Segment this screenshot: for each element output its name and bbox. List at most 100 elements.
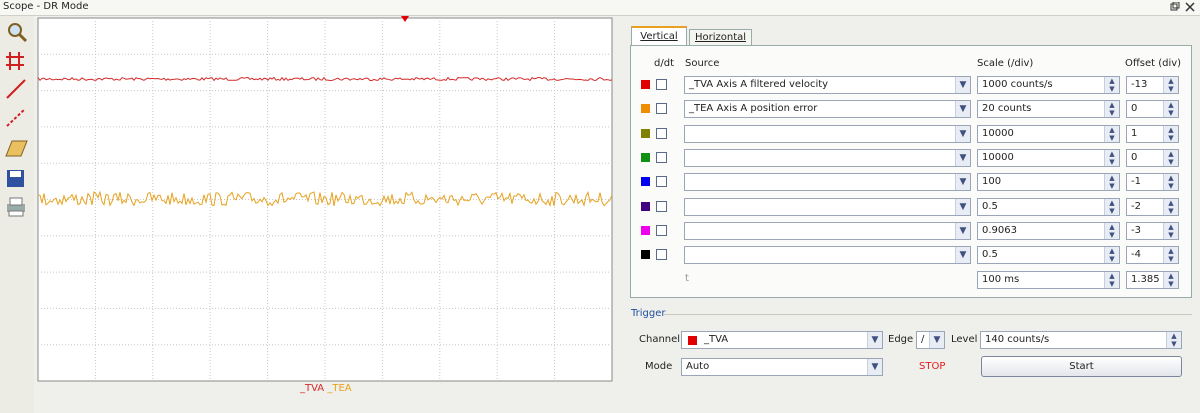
channel-color bbox=[641, 225, 650, 235]
time-label-value: t bbox=[685, 273, 689, 285]
source-combo[interactable]: ▼ bbox=[684, 124, 971, 143]
window-buttons[interactable] bbox=[1170, 2, 1196, 13]
plot-legend: _TVA _TEA bbox=[300, 383, 352, 394]
channel-color bbox=[641, 177, 650, 187]
channel-color bbox=[641, 128, 650, 138]
ddt-checkbox[interactable] bbox=[656, 224, 667, 236]
channel-value: _TVA bbox=[704, 334, 729, 345]
header-ddt: d/dt bbox=[654, 58, 674, 69]
scale-spin-value: 100 bbox=[982, 176, 1002, 188]
save-tool[interactable] bbox=[7, 170, 24, 187]
ddt-checkbox[interactable] bbox=[656, 79, 667, 90]
source-combo-value: _TEA Axis A position error bbox=[689, 103, 818, 115]
scale-spin-value: 0.5 bbox=[982, 200, 998, 212]
separator bbox=[664, 314, 1192, 315]
ddt-checkbox[interactable] bbox=[656, 249, 667, 261]
channel-color bbox=[641, 152, 650, 162]
toolbar bbox=[0, 16, 34, 413]
edge-value: / bbox=[921, 334, 925, 345]
offset-spin-value: -13 bbox=[1131, 79, 1148, 90]
open-tool[interactable] bbox=[5, 140, 28, 157]
scale-spin[interactable]: 1000 counts/s ▲ ▼ bbox=[977, 76, 1120, 94]
edge-combo[interactable]: / ▼ bbox=[916, 331, 945, 349]
scale-spin[interactable]: 100 ▲ ▼ bbox=[977, 173, 1120, 192]
print-tool[interactable] bbox=[7, 197, 25, 217]
offset-spin-value: 1 bbox=[1131, 127, 1138, 139]
source-combo[interactable]: ▼ bbox=[684, 221, 971, 240]
legend-entry: _TEA bbox=[327, 383, 352, 394]
trigger-title: Trigger bbox=[631, 308, 666, 319]
scale-spin[interactable]: 0.5 ▲ ▼ bbox=[977, 246, 1120, 265]
offset-spin[interactable]: 0 ▲ ▼ bbox=[1126, 100, 1179, 119]
offset-spin[interactable]: -3 ▲ ▼ bbox=[1126, 221, 1179, 240]
source-combo-value: _TVA Axis A filtered velocity bbox=[689, 79, 829, 90]
source-combo[interactable]: ▼ bbox=[684, 173, 971, 192]
channel-color bbox=[688, 336, 697, 345]
offset-spin[interactable]: 1 ▲ ▼ bbox=[1126, 124, 1179, 143]
scale-spin-value: 10000 bbox=[982, 127, 1014, 139]
channel-color bbox=[641, 80, 650, 89]
legend-entry: _TVA bbox=[300, 383, 325, 394]
time-scale-spin-value: 100 ms bbox=[982, 274, 1020, 286]
vertical-panel: d/dt Source Scale (/div) Offset (div) _T… bbox=[630, 45, 1192, 298]
source-combo[interactable]: ▼ bbox=[684, 246, 971, 265]
source-combo[interactable]: _TVA Axis A filtered velocity ▼ bbox=[684, 76, 971, 94]
channel-color bbox=[641, 201, 650, 211]
offset-spin[interactable]: -2 ▲ ▼ bbox=[1126, 197, 1179, 216]
offset-spin[interactable]: -4 ▲ ▼ bbox=[1126, 246, 1179, 265]
trace bbox=[37, 76, 613, 82]
scale-spin[interactable]: 10000 ▲ ▼ bbox=[977, 148, 1120, 167]
trigger-status: STOP bbox=[919, 361, 946, 372]
start-button[interactable]: Start bbox=[981, 356, 1182, 377]
mode-combo[interactable]: Auto ▼ bbox=[681, 358, 883, 376]
scale-spin[interactable]: 10000 ▲ ▼ bbox=[977, 124, 1120, 143]
level-value: 140 counts/s bbox=[985, 334, 1050, 345]
trace bbox=[37, 190, 613, 208]
scale-spin-value: 10000 bbox=[982, 151, 1014, 163]
scale-spin[interactable]: 20 counts ▲ ▼ bbox=[977, 100, 1120, 119]
ddt-checkbox[interactable] bbox=[656, 200, 667, 212]
source-combo[interactable]: ▼ bbox=[684, 197, 971, 216]
header-source: Source bbox=[685, 58, 720, 69]
source-combo[interactable]: ▼ bbox=[684, 148, 971, 167]
trigger-marker bbox=[401, 16, 409, 22]
offset-spin-value: 0 bbox=[1131, 103, 1138, 115]
time-scale-spin[interactable]: 100 ms ▲ ▼ bbox=[977, 271, 1120, 290]
source-combo[interactable]: _TEA Axis A position error ▼ bbox=[684, 100, 971, 119]
header-offset: Offset (div) bbox=[1125, 58, 1182, 69]
scale-spin-value: 0.5 bbox=[982, 249, 998, 261]
grid-tool[interactable] bbox=[6, 52, 24, 70]
cursor-tool[interactable] bbox=[6, 108, 26, 127]
channel-color bbox=[641, 104, 650, 114]
ddt-checkbox[interactable] bbox=[656, 103, 667, 115]
tab-horizontal[interactable]: Horizontal bbox=[689, 29, 752, 46]
line-tool[interactable] bbox=[6, 79, 26, 99]
ddt-checkbox[interactable] bbox=[656, 151, 667, 163]
scope-plot bbox=[37, 16, 613, 382]
mode-value: Auto bbox=[686, 361, 710, 372]
channel-color bbox=[641, 250, 650, 260]
scale-spin-value: 20 counts bbox=[982, 103, 1032, 115]
channel-combo[interactable]: _TVA ▼ bbox=[681, 331, 883, 349]
level-label: Level bbox=[951, 334, 978, 345]
scale-spin[interactable]: 0.9063 ▲ ▼ bbox=[977, 221, 1120, 240]
level-spin[interactable]: 140 counts/s ▲ ▼ bbox=[980, 331, 1182, 349]
scale-spin-value: 1000 counts/s bbox=[982, 79, 1053, 90]
window-title: Scope - DR Mode bbox=[3, 1, 89, 12]
offset-spin-value: -2 bbox=[1131, 200, 1141, 212]
time-offset-spin[interactable]: 1.385 ▲ ▼ bbox=[1126, 271, 1179, 290]
offset-spin[interactable]: 0 ▲ ▼ bbox=[1126, 148, 1179, 167]
ddt-checkbox[interactable] bbox=[656, 176, 667, 188]
mode-label: Mode bbox=[645, 361, 673, 372]
offset-spin-value: -1 bbox=[1131, 176, 1141, 188]
time-offset-spin-value: 1.385 bbox=[1131, 274, 1160, 286]
offset-spin[interactable]: -13 ▲ ▼ bbox=[1126, 76, 1179, 94]
tab-vertical[interactable]: Vertical bbox=[631, 26, 687, 46]
offset-spin-value: 0 bbox=[1131, 151, 1138, 163]
edge-label: Edge bbox=[888, 334, 914, 345]
scale-spin[interactable]: 0.5 ▲ ▼ bbox=[977, 197, 1120, 216]
offset-spin[interactable]: -1 ▲ ▼ bbox=[1126, 173, 1179, 192]
zoom-tool[interactable] bbox=[8, 23, 28, 43]
ddt-checkbox[interactable] bbox=[656, 127, 667, 139]
